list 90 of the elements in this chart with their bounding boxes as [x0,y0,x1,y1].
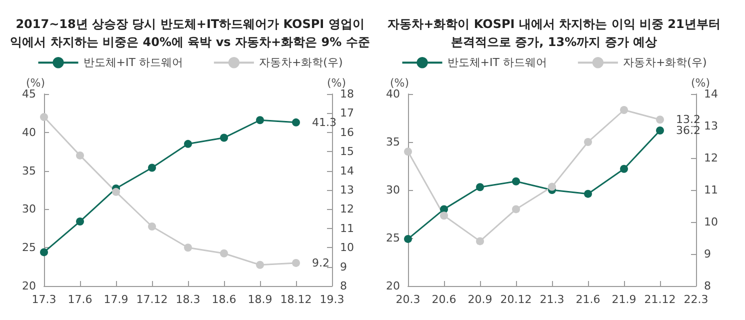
point [40,113,48,122]
y-tick-label: 40 [22,126,36,139]
data-label: 36.2 [676,124,700,137]
point [292,118,300,126]
x-tick-label: 21.3 [540,293,564,306]
y-tick-label: 20 [22,280,36,292]
y2-tick-label: 13 [704,120,718,132]
point [256,260,264,269]
y2-tick-label: 10 [340,241,354,254]
x-tick-label: 19.3 [320,293,344,306]
point [40,248,48,256]
legend-label: 자동차+화학(우) [622,56,707,70]
x-tick-label: 22.3 [684,293,708,306]
point [404,234,412,243]
y-axis-title: (%) [26,76,46,90]
y2-tick-label: 10 [704,216,718,228]
y2-tick-label: 8 [704,280,711,292]
point [512,205,520,214]
y2-tick-label: 11 [704,184,718,196]
point [476,237,484,246]
x-tick-label: 18.6 [212,293,236,306]
y-tick-label: 30 [386,184,400,196]
point [112,188,120,196]
point [656,126,664,134]
x-tick-label: 18.9 [248,293,272,306]
y2-tick-label: 12 [704,152,718,164]
y2-tick-label: 11 [340,222,354,235]
point [256,116,264,124]
y-tick-label: 35 [386,136,400,148]
y-tick-label: 20 [386,280,400,292]
x-tick-label: 20.6 [432,293,456,306]
y2-tick-label: 9 [704,248,711,260]
x-tick-label: 21.9 [612,293,636,306]
data-label: 13.2 [676,113,700,126]
y2-tick-label: 12 [340,202,354,216]
point [476,183,484,192]
legend-label: 반도체+IT 하드웨어 [447,56,547,70]
point [184,244,192,252]
x-tick-label: 18.3 [176,293,200,306]
x-tick-label: 17.6 [68,293,92,306]
y-tick-label: 35 [22,164,36,178]
legend-label: 반도체+IT 하드웨어 [83,56,183,70]
x-tick-label: 17.3 [32,293,56,306]
point [292,258,300,267]
chart-title: 2017~18년 상승장 당시 반도체+IT하드웨어가 KOSPI 영업이 익에서 차지하는 비중은 40%에 육박 vs 자동차+화학은 9% 수준 [10,17,370,49]
y2-tick-label: 14 [704,88,718,100]
y2-tick-label: 15 [340,145,354,158]
y2-tick-label: 8 [340,280,347,292]
x-tick-label: 21.12 [644,293,676,306]
x-tick-label: 17.12 [136,293,168,306]
x-tick-label: 20.12 [500,293,532,306]
point [148,222,156,230]
y-tick-label: 30 [22,202,36,216]
point [220,249,228,258]
data-label: 9.2 [312,256,330,270]
point [76,151,84,160]
y2-tick-label: 17 [340,106,354,120]
point [584,190,592,198]
legend-label: 자동차+화학(우) [258,56,343,70]
y2-tick-label: 14 [340,164,354,178]
point [620,164,628,173]
y2-axis-title: (%) [690,76,710,90]
x-tick-label: 17.9 [104,293,128,306]
point [512,177,520,186]
x-tick-label: 20.9 [468,293,492,306]
y-tick-label: 25 [22,241,36,254]
point [548,182,556,191]
point [76,217,84,226]
point [656,116,664,124]
point [148,164,156,172]
y2-tick-label: 18 [340,88,354,100]
y2-tick-label: 9 [340,260,347,274]
y2-tick-label: 16 [340,126,354,139]
y-tick-label: 45 [22,88,36,100]
point [584,138,592,146]
chart-title: 자동차+화학이 KOSPI 내에서 차지하는 이익 비중 21년부터 본격적으로 증가, 13%까지 증가 예상 [388,17,720,49]
point [440,212,448,220]
point [184,140,192,148]
point [620,106,628,114]
point [220,134,228,142]
y-tick-label: 40 [386,88,400,100]
point [404,148,412,156]
x-tick-label: 18.12 [280,293,312,306]
x-tick-label: 21.6 [576,293,600,306]
y-axis-title: (%) [390,76,410,90]
y2-axis-title: (%) [326,76,346,90]
y2-tick-label: 13 [340,184,354,196]
y-tick-label: 25 [386,232,400,244]
x-tick-label: 20.3 [396,293,420,306]
data-label: 41.3 [312,116,336,129]
